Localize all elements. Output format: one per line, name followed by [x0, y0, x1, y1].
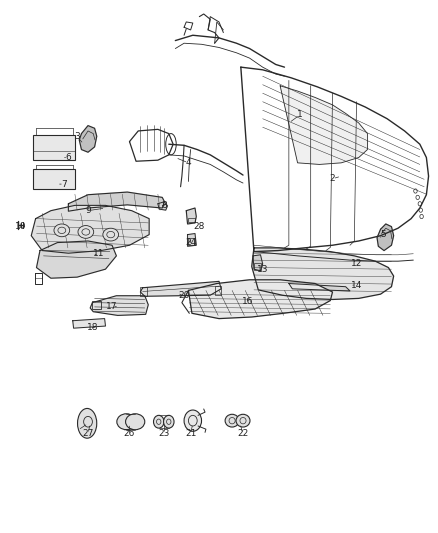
Polygon shape — [377, 224, 394, 251]
Text: 13: 13 — [257, 265, 268, 273]
Polygon shape — [186, 208, 196, 224]
Ellipse shape — [225, 414, 239, 427]
Ellipse shape — [103, 228, 119, 241]
Text: 28: 28 — [194, 222, 205, 231]
Text: 8: 8 — [162, 201, 167, 210]
Text: 16: 16 — [242, 296, 253, 305]
Polygon shape — [73, 319, 106, 328]
Ellipse shape — [236, 414, 250, 427]
Text: 26: 26 — [124, 430, 135, 439]
Ellipse shape — [78, 225, 94, 238]
Text: 10: 10 — [14, 222, 26, 231]
Polygon shape — [31, 205, 149, 253]
Bar — [33, 169, 75, 189]
Text: 14: 14 — [351, 280, 362, 289]
Text: 2: 2 — [330, 174, 336, 183]
Text: 3: 3 — [74, 132, 80, 141]
Bar — [215, 286, 221, 295]
Polygon shape — [79, 126, 97, 152]
Bar — [254, 263, 261, 270]
Text: 18: 18 — [87, 323, 98, 332]
Polygon shape — [158, 201, 167, 210]
Text: 5: 5 — [380, 230, 385, 239]
Ellipse shape — [163, 415, 174, 428]
Text: 4: 4 — [186, 158, 191, 167]
Ellipse shape — [153, 415, 164, 428]
Bar — [187, 218, 195, 222]
Text: 24: 24 — [185, 238, 196, 247]
Text: 20: 20 — [178, 291, 190, 300]
Ellipse shape — [184, 410, 201, 431]
Text: 6: 6 — [66, 153, 71, 162]
Text: 9: 9 — [85, 206, 91, 215]
Bar — [33, 135, 75, 160]
Text: 17: 17 — [106, 302, 118, 311]
Ellipse shape — [117, 414, 136, 430]
Ellipse shape — [54, 224, 70, 237]
Bar — [92, 301, 101, 309]
Polygon shape — [289, 284, 350, 291]
Text: 27: 27 — [82, 430, 94, 439]
Text: 22: 22 — [237, 430, 249, 439]
Polygon shape — [188, 280, 332, 319]
Bar — [141, 287, 147, 296]
Ellipse shape — [126, 414, 145, 430]
Polygon shape — [90, 296, 148, 316]
Text: 12: 12 — [351, 260, 362, 268]
Text: 1: 1 — [297, 110, 303, 119]
Polygon shape — [68, 192, 164, 211]
Polygon shape — [141, 281, 221, 296]
Polygon shape — [253, 255, 263, 271]
Polygon shape — [187, 233, 196, 246]
Bar — [187, 238, 195, 245]
Polygon shape — [36, 241, 117, 278]
Text: 21: 21 — [185, 430, 196, 439]
Text: 7: 7 — [61, 180, 67, 189]
Text: 11: 11 — [93, 249, 105, 258]
Text: 23: 23 — [159, 430, 170, 439]
Polygon shape — [280, 86, 367, 165]
Polygon shape — [252, 248, 394, 300]
Ellipse shape — [78, 408, 97, 438]
